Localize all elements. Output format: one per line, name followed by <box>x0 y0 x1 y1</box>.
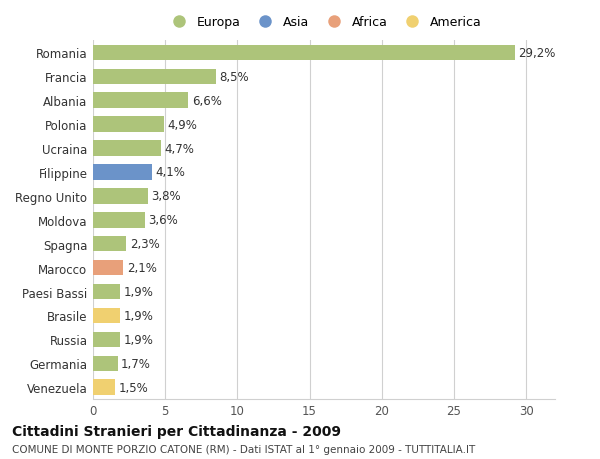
Text: 2,3%: 2,3% <box>130 238 160 251</box>
Legend: Europa, Asia, Africa, America: Europa, Asia, Africa, America <box>164 13 484 32</box>
Text: 3,6%: 3,6% <box>149 214 178 227</box>
Text: 1,9%: 1,9% <box>124 309 154 322</box>
Text: 1,7%: 1,7% <box>121 357 151 370</box>
Bar <box>93 213 145 228</box>
Bar <box>93 236 126 252</box>
Bar <box>93 117 164 133</box>
Bar <box>93 308 121 324</box>
Bar <box>93 69 216 85</box>
Bar <box>93 93 188 109</box>
Bar <box>93 284 121 300</box>
Text: 29,2%: 29,2% <box>518 47 556 60</box>
Bar <box>93 165 152 180</box>
Bar <box>93 356 118 371</box>
Text: Cittadini Stranieri per Cittadinanza - 2009: Cittadini Stranieri per Cittadinanza - 2… <box>12 425 341 438</box>
Bar <box>93 189 148 204</box>
Text: 1,9%: 1,9% <box>124 285 154 298</box>
Text: COMUNE DI MONTE PORZIO CATONE (RM) - Dati ISTAT al 1° gennaio 2009 - TUTTITALIA.: COMUNE DI MONTE PORZIO CATONE (RM) - Dat… <box>12 444 475 454</box>
Bar <box>93 141 161 157</box>
Text: 1,9%: 1,9% <box>124 333 154 346</box>
Text: 4,9%: 4,9% <box>167 118 197 131</box>
Text: 8,5%: 8,5% <box>220 71 249 84</box>
Text: 4,7%: 4,7% <box>164 142 194 155</box>
Text: 3,8%: 3,8% <box>151 190 181 203</box>
Text: 1,5%: 1,5% <box>118 381 148 394</box>
Bar <box>93 332 121 347</box>
Text: 4,1%: 4,1% <box>156 166 185 179</box>
Text: 6,6%: 6,6% <box>192 95 222 107</box>
Bar <box>93 260 124 276</box>
Bar <box>93 45 515 61</box>
Bar <box>93 380 115 395</box>
Text: 2,1%: 2,1% <box>127 262 157 274</box>
